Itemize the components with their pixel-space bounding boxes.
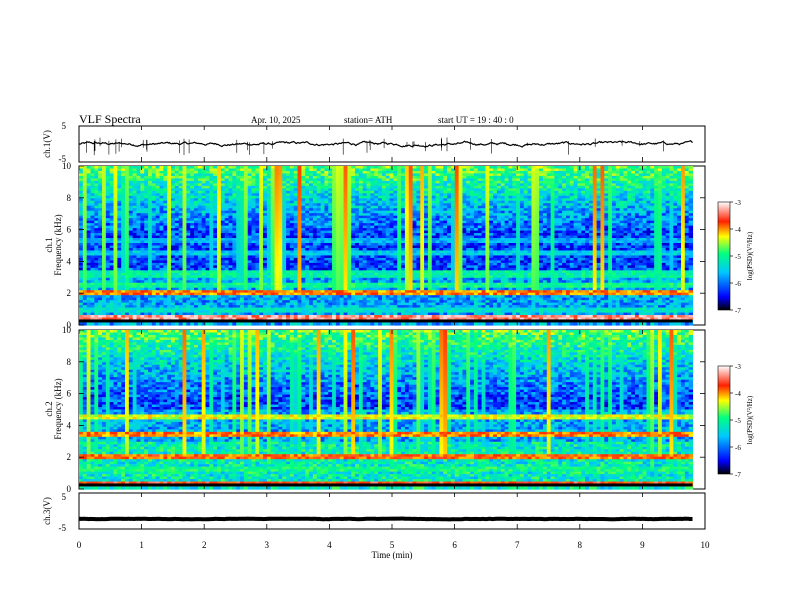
ch1-waveform-ylabel: ch.1(V): [42, 130, 52, 158]
ch1-ytick-top: 5: [62, 121, 67, 131]
figure-title: VLF Spectra: [79, 112, 141, 126]
ch1-spectrogram-image: [79, 166, 694, 326]
date-label: Apr. 10, 2025: [251, 115, 301, 125]
station-label: station= ATH: [344, 115, 393, 125]
start-time-label: start UT = 19 : 40 : 0: [438, 115, 514, 125]
